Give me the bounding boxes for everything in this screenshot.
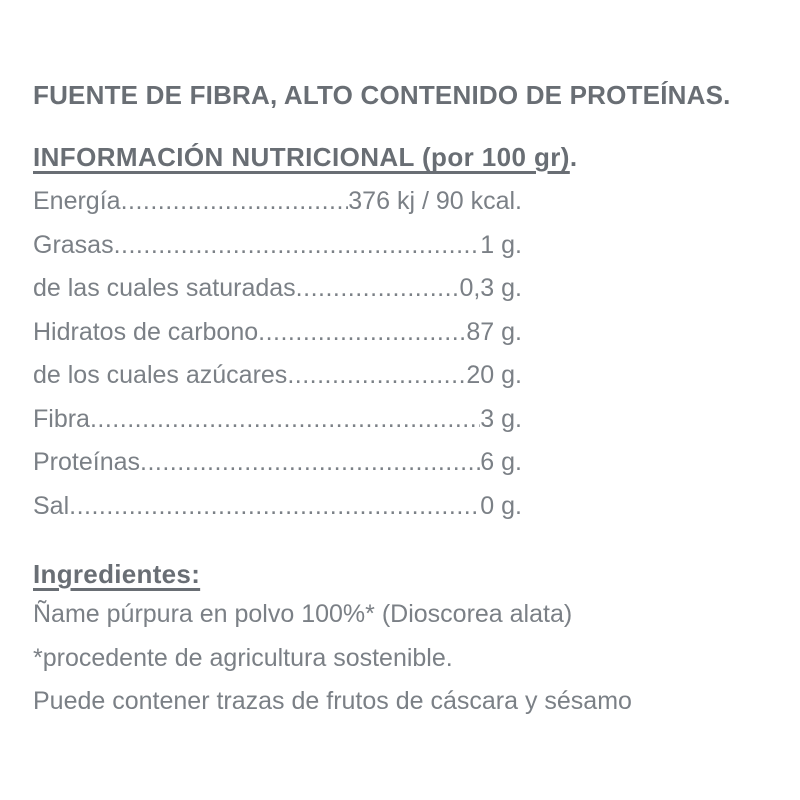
nutrition-row-saturadas: de las cuales saturadas 0,3 g. [33,267,522,311]
nutrient-value: 0,3 g. [459,274,522,302]
ingredients-line-allergen-note: Puede contener trazas de frutos de cásca… [33,687,632,715]
ingredients-line-main: Ñame púrpura en polvo 100%* (Dioscorea a… [33,600,573,628]
dot-leader [296,267,460,311]
nutrition-heading-suffix: . [569,142,578,172]
nutrition-row-energia: Energía 376 kj / 90 kcal. [33,180,522,224]
dot-leader [114,224,481,268]
nutrition-row-fibra: Fibra 3 g. [33,398,522,442]
nutrient-label: de las cuales saturadas [33,274,296,302]
nutrition-row-proteinas: Proteínas 6 g. [33,441,522,485]
nutrition-heading-text: INFORMACIÓN NUTRICIONAL (por 100 gr) [33,142,570,172]
nutrient-value: 87 g. [466,317,522,346]
nutrition-row-azucares: de los cuales azúcares 20 g. [33,354,522,398]
nutrient-value: 20 g. [466,361,522,389]
nutrition-row-grasas: Grasas 1 g. [33,224,522,268]
ingredients-heading: Ingredientes: [33,559,201,589]
ingredients-line-origin-note: *procedente de agricultura sostenible. [33,643,453,672]
dot-leader [90,398,480,442]
nutrient-label: Energía [33,187,121,215]
nutrient-label: de los cuales azúcares [33,361,288,389]
nutrient-label: Grasas [33,230,114,259]
dot-leader [258,311,466,355]
nutrient-value: 376 kj / 90 kcal. [348,187,522,215]
nutrient-label: Sal [33,491,70,520]
ingredients-lines: Ñame púrpura en polvo 100%* (Dioscorea a… [33,593,770,724]
nutrient-label: Hidratos de carbono [33,317,259,346]
nutrient-value: 0 g. [480,491,522,520]
nutrient-value: 1 g. [480,230,522,259]
ingredients-section: Ingredientes: [33,558,770,590]
nutrition-heading: INFORMACIÓN NUTRICIONAL (por 100 gr). [33,142,770,173]
nutrient-value: 6 g. [480,448,522,476]
nutrition-row-hidratos: Hidratos de carbono 87 g. [33,311,522,355]
nutrition-table: Energía 376 kj / 90 kcal. Grasas 1 g. de… [33,180,522,528]
nutrient-label: Fibra [33,404,90,433]
dot-leader [121,180,349,224]
product-claims-heading: FUENTE DE FIBRA, ALTO CONTENIDO DE PROTE… [33,80,731,110]
nutrition-row-sal: Sal 0 g. [33,485,522,529]
nutrient-value: 3 g. [480,404,522,433]
dot-leader [69,485,480,529]
nutrient-label: Proteínas [33,448,141,476]
dot-leader [287,354,466,398]
dot-leader [140,441,480,485]
